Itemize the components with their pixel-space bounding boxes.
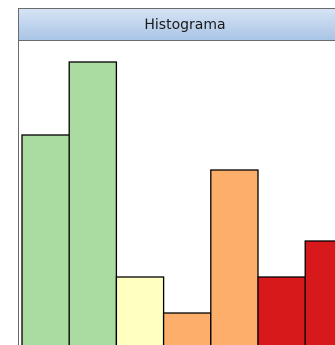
bar: [304, 240, 335, 345]
bar: [257, 276, 306, 345]
panel-header: [18, 8, 335, 41]
bar: [162, 312, 212, 345]
bar: [68, 61, 118, 345]
bar: [21, 134, 70, 345]
bar: [210, 169, 259, 345]
plot-area: [21, 61, 335, 345]
bar: [115, 276, 165, 345]
chart-title: Histograma: [144, 17, 225, 33]
